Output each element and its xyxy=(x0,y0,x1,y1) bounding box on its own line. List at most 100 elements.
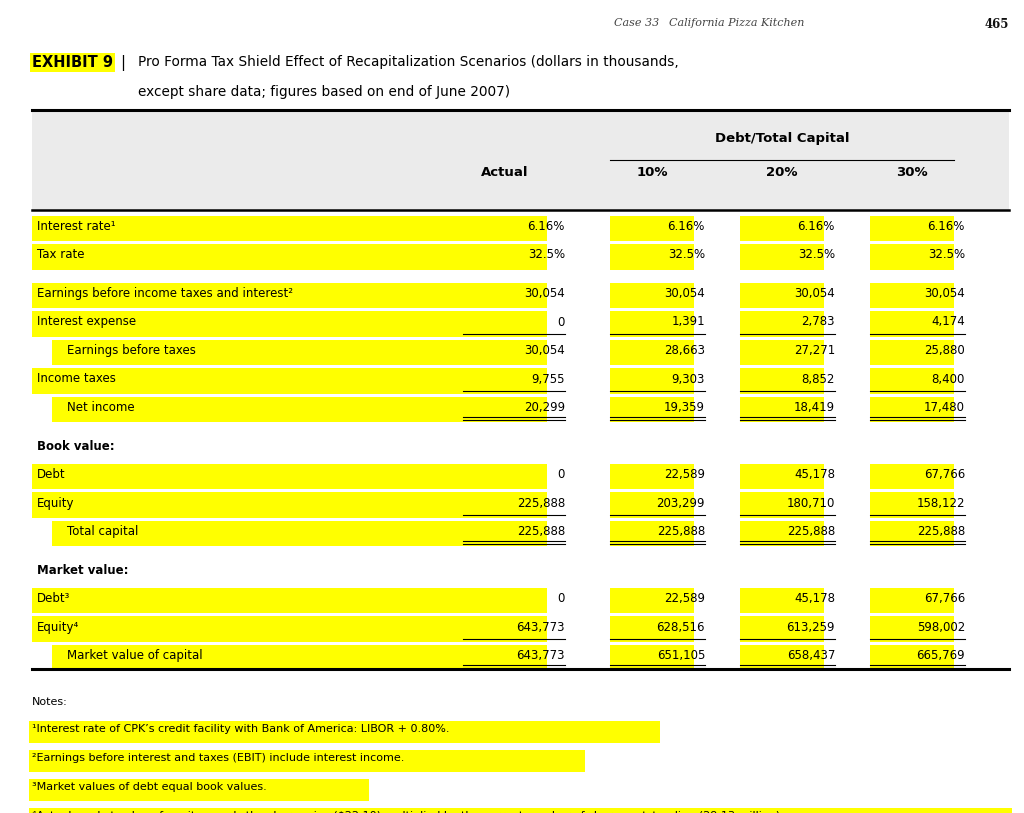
Bar xyxy=(740,340,824,365)
Text: except share data; figures based on end of June 2007): except share data; figures based on end … xyxy=(138,85,510,99)
Bar xyxy=(610,368,694,393)
Text: Income taxes: Income taxes xyxy=(37,372,116,385)
Text: 25,880: 25,880 xyxy=(925,344,965,357)
Text: 45,178: 45,178 xyxy=(794,468,835,481)
Text: Interest rate¹: Interest rate¹ xyxy=(37,220,116,233)
Text: 32.5%: 32.5% xyxy=(528,249,565,262)
Bar xyxy=(463,521,547,546)
Text: 658,437: 658,437 xyxy=(786,649,835,662)
Bar xyxy=(610,493,694,518)
Text: Debt: Debt xyxy=(37,468,66,481)
Text: 30,054: 30,054 xyxy=(925,287,965,300)
Text: 8,852: 8,852 xyxy=(802,372,835,385)
Text: Book value:: Book value: xyxy=(37,440,115,453)
Bar xyxy=(870,464,954,489)
Text: Debt/Total Capital: Debt/Total Capital xyxy=(715,132,849,145)
Text: 1,391: 1,391 xyxy=(672,315,705,328)
Bar xyxy=(32,616,487,641)
Bar xyxy=(870,645,954,670)
Bar xyxy=(463,464,547,489)
Text: 10%: 10% xyxy=(636,166,668,179)
Text: 32.5%: 32.5% xyxy=(668,249,705,262)
Bar xyxy=(32,311,487,337)
Bar xyxy=(610,464,694,489)
Text: Interest expense: Interest expense xyxy=(37,315,136,328)
Bar xyxy=(29,720,659,742)
Text: Market value:: Market value: xyxy=(37,563,128,576)
Bar xyxy=(29,807,1012,813)
Text: 32.5%: 32.5% xyxy=(798,249,835,262)
Bar xyxy=(740,645,824,670)
Bar xyxy=(610,216,694,241)
Bar xyxy=(610,588,694,613)
Text: 203,299: 203,299 xyxy=(656,497,705,510)
Bar xyxy=(32,283,487,308)
Bar xyxy=(870,216,954,241)
Text: 643,773: 643,773 xyxy=(516,649,565,662)
Text: 22,589: 22,589 xyxy=(664,592,705,605)
Text: 651,105: 651,105 xyxy=(656,649,705,662)
Text: 22,589: 22,589 xyxy=(664,468,705,481)
Text: 6.16%: 6.16% xyxy=(928,220,965,233)
Bar xyxy=(52,397,487,422)
Text: 613,259: 613,259 xyxy=(786,620,835,633)
Text: 665,769: 665,769 xyxy=(916,649,965,662)
Bar xyxy=(870,521,954,546)
Text: ¹Interest rate of CPK’s credit facility with Bank of America: LIBOR + 0.80%.: ¹Interest rate of CPK’s credit facility … xyxy=(32,724,450,733)
Bar xyxy=(463,245,547,270)
Bar xyxy=(29,779,370,801)
Text: ²Earnings before interest and taxes (EBIT) include interest income.: ²Earnings before interest and taxes (EBI… xyxy=(32,753,404,763)
Text: EXHIBIT 9: EXHIBIT 9 xyxy=(32,55,113,70)
Bar xyxy=(29,750,585,772)
Bar xyxy=(463,397,547,422)
Text: Equity: Equity xyxy=(37,497,75,510)
Bar xyxy=(463,368,547,393)
Text: Earnings before taxes: Earnings before taxes xyxy=(67,344,196,357)
Text: 225,888: 225,888 xyxy=(517,497,565,510)
Bar xyxy=(740,616,824,641)
Text: 8,400: 8,400 xyxy=(932,372,965,385)
Bar xyxy=(870,283,954,308)
Text: 6.16%: 6.16% xyxy=(527,220,565,233)
Bar xyxy=(740,245,824,270)
Text: 9,303: 9,303 xyxy=(672,372,705,385)
Bar xyxy=(610,311,694,337)
Text: Market value of capital: Market value of capital xyxy=(67,649,203,662)
Bar xyxy=(32,216,487,241)
Text: 20,299: 20,299 xyxy=(524,401,565,414)
Text: 67,766: 67,766 xyxy=(924,592,965,605)
Text: Notes:: Notes: xyxy=(32,697,68,706)
Bar xyxy=(463,340,547,365)
Text: Equity⁴: Equity⁴ xyxy=(37,620,79,633)
Bar xyxy=(610,616,694,641)
Text: 628,516: 628,516 xyxy=(656,620,705,633)
Text: 45,178: 45,178 xyxy=(794,592,835,605)
Bar xyxy=(870,616,954,641)
Text: Tax rate: Tax rate xyxy=(37,249,85,262)
Text: ³Market values of debt equal book values.: ³Market values of debt equal book values… xyxy=(32,781,266,792)
Text: Earnings before income taxes and interest²: Earnings before income taxes and interes… xyxy=(37,287,293,300)
Text: 158,122: 158,122 xyxy=(916,497,965,510)
Bar xyxy=(52,521,487,546)
Text: 2,783: 2,783 xyxy=(802,315,835,328)
Text: 225,888: 225,888 xyxy=(916,525,965,538)
Text: 17,480: 17,480 xyxy=(924,401,965,414)
Text: Case 33: Case 33 xyxy=(614,18,659,28)
Text: 225,888: 225,888 xyxy=(517,525,565,538)
Bar xyxy=(870,397,954,422)
Bar xyxy=(610,397,694,422)
Bar xyxy=(463,588,547,613)
Bar xyxy=(740,368,824,393)
Bar xyxy=(870,245,954,270)
Bar xyxy=(740,216,824,241)
Text: California Pizza Kitchen: California Pizza Kitchen xyxy=(670,18,805,28)
Bar xyxy=(52,645,487,670)
Bar xyxy=(870,588,954,613)
Text: 4,174: 4,174 xyxy=(931,315,965,328)
Text: 20%: 20% xyxy=(766,166,798,179)
Bar xyxy=(463,311,547,337)
Text: 19,359: 19,359 xyxy=(664,401,705,414)
Bar xyxy=(740,588,824,613)
Bar xyxy=(610,645,694,670)
Text: 465: 465 xyxy=(985,18,1009,31)
